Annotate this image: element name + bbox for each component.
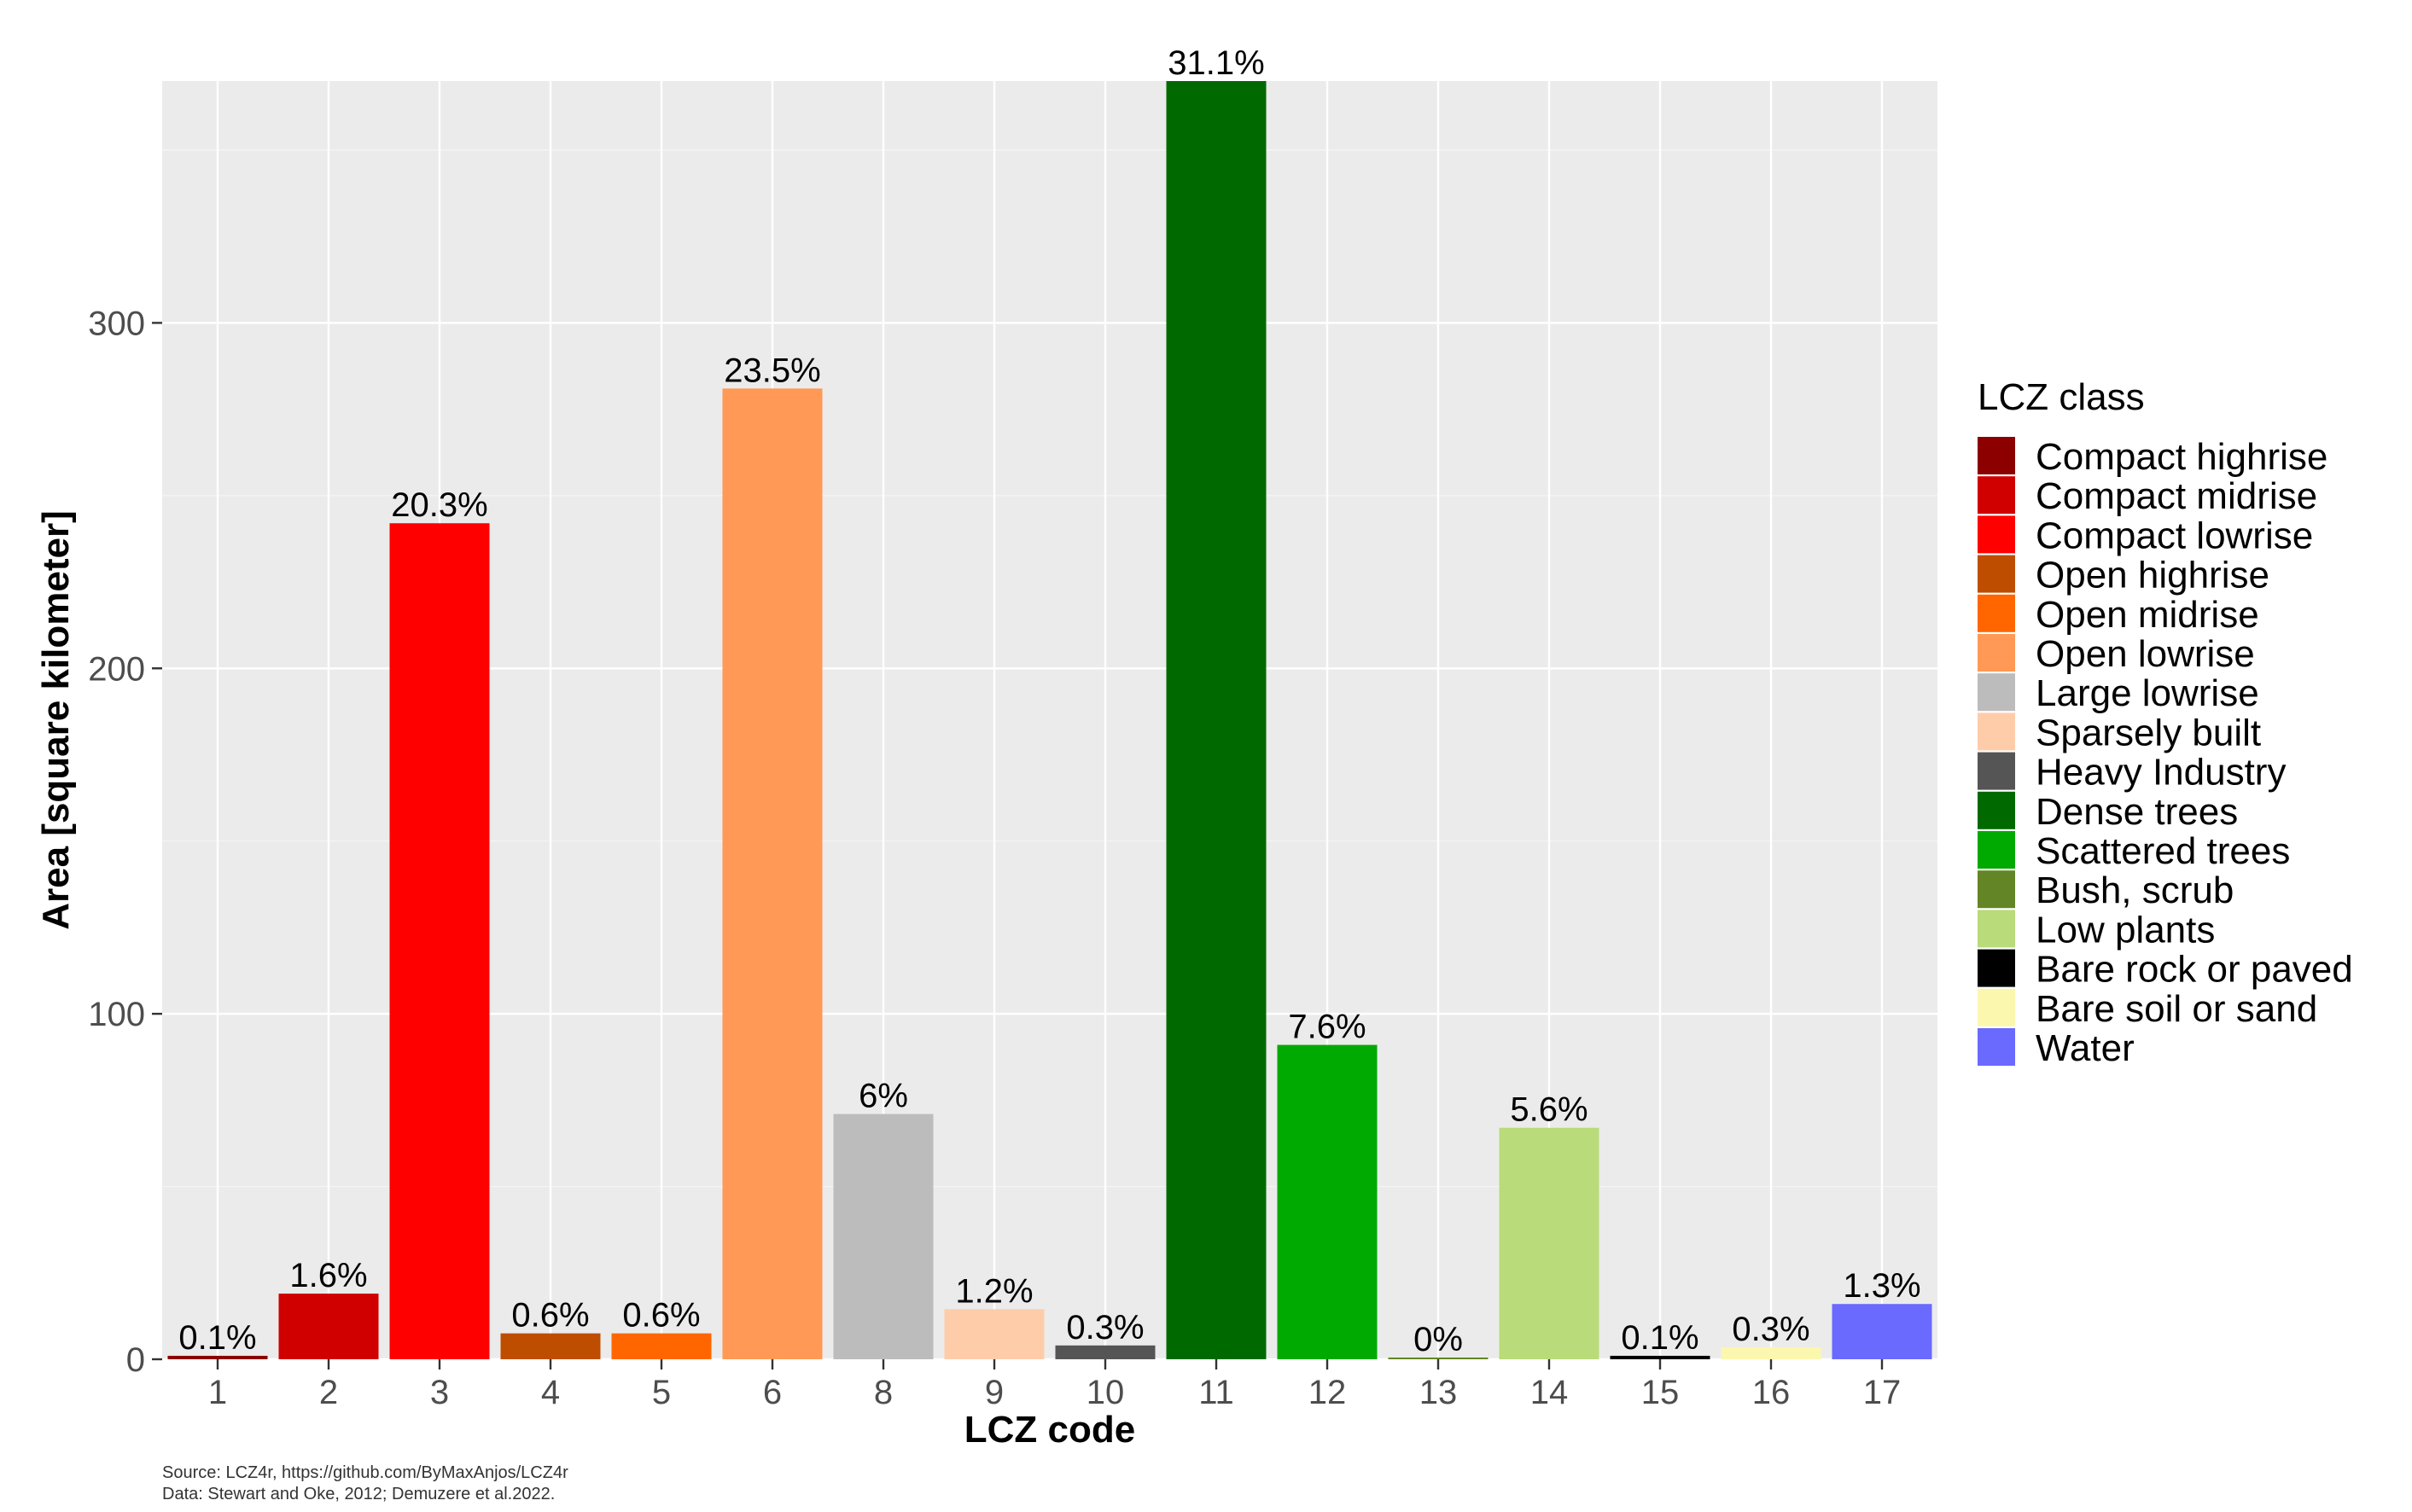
bar-label-lcz-4: 0.6% [511, 1297, 589, 1335]
legend-label: Compact lowrise [2036, 515, 2313, 556]
legend-title: LCZ class [1978, 376, 2145, 418]
legend-label: Open midrise [2036, 594, 2259, 636]
legend-label: Low plants [2036, 909, 2215, 951]
bar-label-lcz-8: 6% [859, 1078, 908, 1115]
legend-swatch [1978, 515, 2015, 554]
legend-swatch [1978, 910, 2015, 948]
legend-label: Open lowrise [2036, 633, 2255, 675]
x-tick-label: 1 [208, 1374, 227, 1411]
bar-label-lcz-5: 0.6% [622, 1297, 700, 1335]
legend-swatch [1978, 1028, 2015, 1066]
x-axis-title: LCZ code [964, 1409, 1135, 1451]
legend-label: Water [2036, 1027, 2135, 1069]
bar-label-lcz-14: 5.6% [1510, 1091, 1588, 1129]
bar-label-lcz-12: 7.6% [1288, 1009, 1366, 1046]
legend-swatch [1978, 791, 2015, 829]
bar-label-lcz-11: 31.1% [1168, 44, 1264, 82]
y-axis-title: Area [square kilometer] [35, 510, 77, 930]
bar-label-lcz-10: 0.3% [1066, 1309, 1144, 1346]
x-tick-label: 13 [1419, 1374, 1458, 1411]
bar-label-lcz-13: 0% [1413, 1321, 1463, 1358]
x-tick-label: 11 [1198, 1374, 1234, 1411]
x-tick-label: 4 [541, 1374, 560, 1411]
legend-swatch [1978, 594, 2015, 632]
legend-label: Dense trees [2036, 791, 2238, 833]
legend-label: Bare rock or paved [2036, 949, 2353, 991]
bar-lcz-2 [278, 1294, 379, 1359]
bar-lcz-8 [833, 1114, 934, 1359]
bar-label-lcz-6: 23.5% [724, 352, 820, 389]
legend-swatch [1978, 555, 2015, 593]
legend-swatch [1978, 673, 2015, 712]
caption-source: Source: LCZ4r, https://github.com/ByMaxA… [162, 1463, 568, 1482]
bar-lcz-9 [944, 1309, 1045, 1359]
legend-swatch [1978, 870, 2015, 909]
x-tick-label: 9 [985, 1374, 1004, 1411]
legend-swatch [1978, 752, 2015, 790]
bar-lcz-17 [1832, 1304, 1932, 1359]
bar-label-lcz-2: 1.6% [289, 1257, 367, 1294]
bar-lcz-13 [1388, 1357, 1489, 1359]
bar-label-lcz-16: 0.3% [1732, 1311, 1809, 1348]
legend-swatch [1978, 988, 2015, 1026]
bar-lcz-12 [1277, 1044, 1378, 1359]
bar-label-lcz-15: 0.1% [1621, 1319, 1698, 1357]
bar-labels-group: 0.1% 1.6% 20.3% 0.6% 0.6% 23.5% 6% 1.2% 0.3% 31.1… [178, 44, 1920, 1358]
legend-label: Heavy Industry [2036, 752, 2286, 794]
legend-swatch [1978, 949, 2015, 987]
y-tick-label: 300 [88, 305, 145, 342]
bar-lcz-11 [1166, 81, 1267, 1359]
legend-label: Compact midrise [2036, 475, 2317, 517]
x-tick-label: 6 [763, 1374, 782, 1411]
legend-label: Large lowrise [2036, 672, 2259, 714]
x-tick-label: 16 [1752, 1374, 1791, 1411]
bar-lcz-3 [389, 523, 490, 1359]
legend-label: Bush, scrub [2036, 869, 2234, 911]
legend-label: Compact highrise [2036, 436, 2328, 478]
bar-label-lcz-3: 20.3% [391, 486, 487, 524]
y-axis-ticks: 0 100 200 300 [88, 305, 162, 1379]
legend-label: Sparsely built [2036, 712, 2261, 753]
legend-swatch [1978, 831, 2015, 869]
bar-lcz-14 [1499, 1127, 1599, 1359]
bar-lcz-16 [1721, 1346, 1821, 1359]
bar-lcz-1 [167, 1355, 268, 1359]
legend-swatch [1978, 634, 2015, 672]
bar-lcz-6 [722, 388, 823, 1360]
x-tick-label: 17 [1863, 1374, 1902, 1411]
y-tick-label: 200 [88, 650, 145, 688]
bar-label-lcz-17: 1.3% [1843, 1267, 1920, 1305]
x-tick-label: 5 [652, 1374, 671, 1411]
bar-lcz-10 [1055, 1345, 1156, 1359]
legend-swatch [1978, 476, 2015, 515]
legend-label: Open highrise [2036, 555, 2269, 596]
x-tick-label: 15 [1641, 1374, 1680, 1411]
x-tick-label: 3 [430, 1374, 449, 1411]
y-tick-label: 100 [88, 996, 145, 1033]
legend-label: Bare soil or sand [2036, 988, 2317, 1030]
x-tick-label: 8 [874, 1374, 893, 1411]
x-tick-label: 14 [1530, 1374, 1569, 1411]
legend-swatch [1978, 712, 2015, 751]
bar-lcz-5 [611, 1333, 712, 1359]
bar-lcz-15 [1610, 1355, 1710, 1359]
bars-group [167, 81, 1932, 1360]
caption-data: Data: Stewart and Oke, 2012; Demuzere et… [162, 1485, 555, 1503]
bar-label-lcz-1: 0.1% [178, 1319, 256, 1357]
bar-label-lcz-9: 1.2% [955, 1272, 1033, 1310]
x-axis-ticks: 1 2 3 4 5 6 8 9 10 11 12 13 14 15 16 17 [208, 1359, 1901, 1411]
x-tick-label: 12 [1308, 1374, 1347, 1411]
legend-label: Scattered trees [2036, 830, 2290, 872]
x-tick-label: 10 [1087, 1374, 1125, 1411]
x-tick-label: 2 [319, 1374, 338, 1411]
y-tick-label: 0 [126, 1341, 145, 1379]
legend-swatch [1978, 437, 2015, 474]
bar-lcz-4 [500, 1333, 601, 1359]
